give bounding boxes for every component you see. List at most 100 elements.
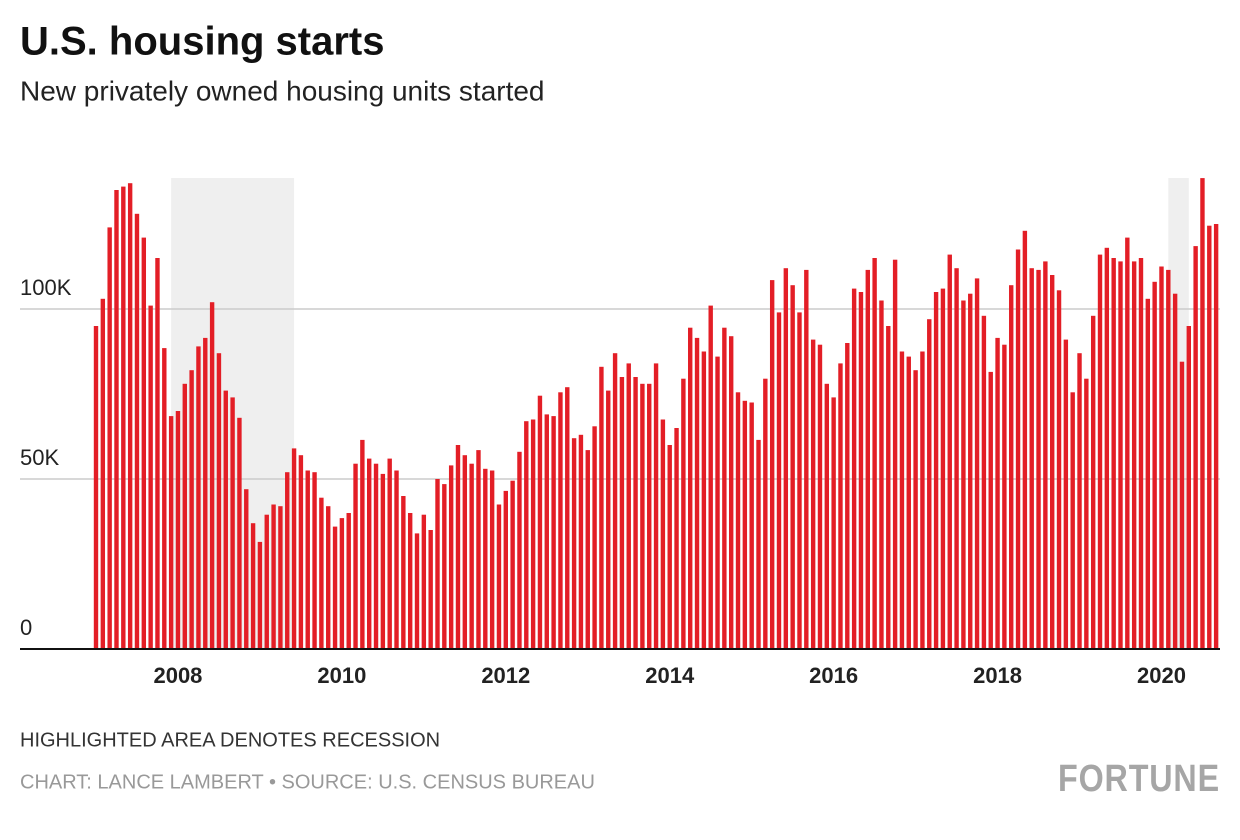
bar [469, 463, 474, 649]
bar [1172, 293, 1178, 649]
bar [421, 514, 427, 649]
bar [155, 258, 160, 649]
bar [968, 293, 973, 649]
bar [974, 278, 980, 649]
bar [1125, 237, 1130, 649]
bar [455, 445, 461, 649]
bar [742, 400, 748, 649]
bar [305, 470, 310, 649]
bar [1179, 361, 1185, 649]
bar [571, 438, 577, 649]
bar [824, 383, 830, 649]
bar [237, 417, 242, 649]
bar [496, 504, 502, 649]
bar [1207, 225, 1212, 649]
bar [537, 395, 543, 649]
bar [810, 339, 816, 649]
bar [688, 327, 693, 649]
bar [899, 351, 905, 649]
bar [100, 298, 106, 649]
bar [783, 268, 789, 649]
bar [647, 383, 652, 649]
bar [196, 346, 201, 649]
bar [633, 377, 638, 649]
bar [1111, 258, 1116, 649]
bar [674, 428, 679, 649]
bar [93, 326, 99, 649]
bar [517, 451, 522, 649]
bar [1002, 344, 1007, 649]
bar [182, 383, 187, 649]
bar [988, 371, 993, 649]
bar [544, 414, 549, 649]
bar [360, 439, 365, 649]
bar [1159, 266, 1164, 649]
bar [995, 337, 1000, 649]
bar [933, 292, 939, 649]
bar [407, 513, 413, 649]
x-tick-label: 2008 [153, 663, 202, 688]
bar [728, 336, 734, 649]
bar [414, 533, 420, 649]
bar [660, 419, 666, 649]
bar [735, 392, 741, 649]
bar [947, 254, 952, 649]
x-tick-label: 2018 [973, 663, 1022, 688]
bar [1213, 224, 1219, 649]
bar [387, 458, 392, 649]
bar [134, 213, 140, 650]
bar [1029, 268, 1034, 649]
bar [257, 541, 263, 649]
y-tick-label: 0 [20, 615, 32, 640]
bar [599, 366, 604, 649]
y-tick-label: 50K [20, 445, 59, 470]
bar-layer [93, 178, 1219, 650]
bar [285, 472, 290, 649]
bar [312, 472, 317, 649]
bar [1009, 285, 1014, 649]
bar [565, 387, 570, 649]
bar [435, 479, 440, 649]
bar [1056, 290, 1062, 649]
bar [776, 312, 782, 649]
x-tick-label: 2014 [645, 663, 695, 688]
bar [401, 496, 406, 649]
recession-band [1168, 178, 1189, 649]
bar [619, 377, 625, 649]
brand-logo: FORTUNE [1058, 758, 1220, 800]
y-tick-label: 100K [20, 275, 72, 300]
bar [223, 390, 228, 649]
bar [892, 259, 898, 649]
bar [462, 455, 468, 649]
bar [346, 513, 351, 649]
bar [756, 439, 761, 649]
bar [763, 378, 768, 649]
bar [483, 468, 488, 649]
bar [831, 397, 836, 649]
bar [448, 465, 454, 649]
bar [230, 397, 235, 649]
bar [216, 353, 222, 649]
bar [189, 370, 194, 649]
bar [1084, 378, 1089, 649]
bar [107, 227, 112, 649]
bar [858, 292, 864, 649]
bar [1077, 353, 1082, 649]
bar [319, 497, 324, 649]
bar [1097, 254, 1103, 649]
bar [981, 315, 987, 649]
bar [578, 434, 584, 649]
bar [271, 504, 276, 649]
bar [879, 300, 884, 649]
chart-subtitle: New privately owned housing units starte… [20, 75, 545, 106]
bar [353, 463, 358, 649]
bar [592, 426, 597, 649]
bar [906, 356, 911, 649]
bar [1152, 281, 1157, 649]
bar [244, 489, 249, 649]
bar [162, 348, 167, 649]
bar [612, 353, 618, 649]
bar [524, 421, 529, 649]
bar [203, 337, 208, 649]
